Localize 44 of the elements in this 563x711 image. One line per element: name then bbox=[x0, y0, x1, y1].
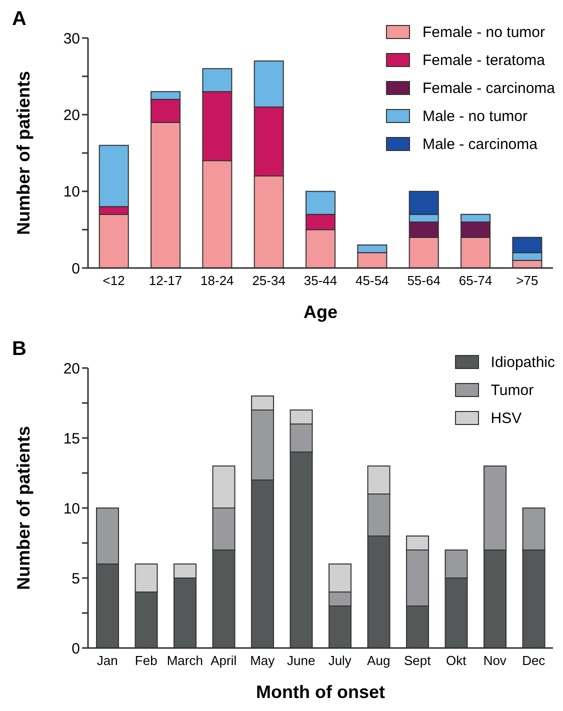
chart-title: A bbox=[12, 8, 26, 31]
x-tick-label: Dec bbox=[522, 653, 546, 668]
y-tick-label: 10 bbox=[63, 184, 80, 201]
x-tick-label: July bbox=[328, 653, 352, 668]
y-tick-label: 10 bbox=[63, 500, 80, 518]
y-axis-title: Number of patients bbox=[13, 70, 34, 236]
x-tick-label: 55-64 bbox=[407, 273, 440, 288]
legend-label: HSV bbox=[490, 410, 522, 426]
legend-label: Idiopathic bbox=[490, 354, 555, 370]
x-tick-label: >75 bbox=[516, 273, 538, 288]
y-tick-label: 20 bbox=[63, 360, 80, 378]
x-tick-label: 65-74 bbox=[458, 273, 492, 288]
x-tick-label: Sept bbox=[404, 653, 432, 668]
legend-label: Male - carcinoma bbox=[422, 136, 538, 152]
legend-label: Tumor bbox=[490, 382, 534, 398]
x-tick-label: Feb bbox=[134, 653, 158, 668]
legend-label: Female - teratoma bbox=[422, 52, 545, 68]
legend-label: Female - no tumor bbox=[422, 24, 545, 40]
y-tick-label: 30 bbox=[63, 30, 80, 48]
y-tick-label: 5 bbox=[72, 570, 80, 588]
x-tick-label: April bbox=[210, 653, 237, 668]
x-tick-label: 35-44 bbox=[304, 273, 338, 288]
y-tick-label: 15 bbox=[63, 430, 80, 448]
y-tick-label: 0 bbox=[72, 260, 80, 278]
x-axis-title: Month of onset bbox=[256, 682, 385, 702]
y-tick-label: 0 bbox=[72, 640, 80, 658]
x-tick-label: <12 bbox=[102, 273, 125, 288]
x-tick-label: Aug bbox=[367, 653, 390, 668]
x-tick-label: June bbox=[287, 653, 316, 668]
x-axis-title: Age bbox=[303, 302, 338, 322]
legend-label: Male - no tumor bbox=[422, 108, 528, 124]
x-tick-label: Jan bbox=[96, 653, 118, 668]
x-tick-label: May bbox=[250, 653, 276, 668]
x-tick-label: 25-34 bbox=[252, 273, 286, 288]
x-tick-label: 12-17 bbox=[148, 273, 182, 288]
chart-title: B bbox=[12, 338, 26, 361]
y-tick-label: 20 bbox=[63, 106, 80, 124]
x-tick-label: March bbox=[166, 653, 203, 668]
x-tick-label: Nov bbox=[483, 653, 507, 668]
x-tick-label: 18-24 bbox=[200, 273, 234, 288]
x-tick-label: 45-54 bbox=[356, 273, 389, 288]
legend-label: Female - carcinoma bbox=[422, 80, 555, 96]
x-tick-label: Okt bbox=[446, 653, 467, 668]
y-axis-title: Number of patients bbox=[13, 426, 34, 590]
